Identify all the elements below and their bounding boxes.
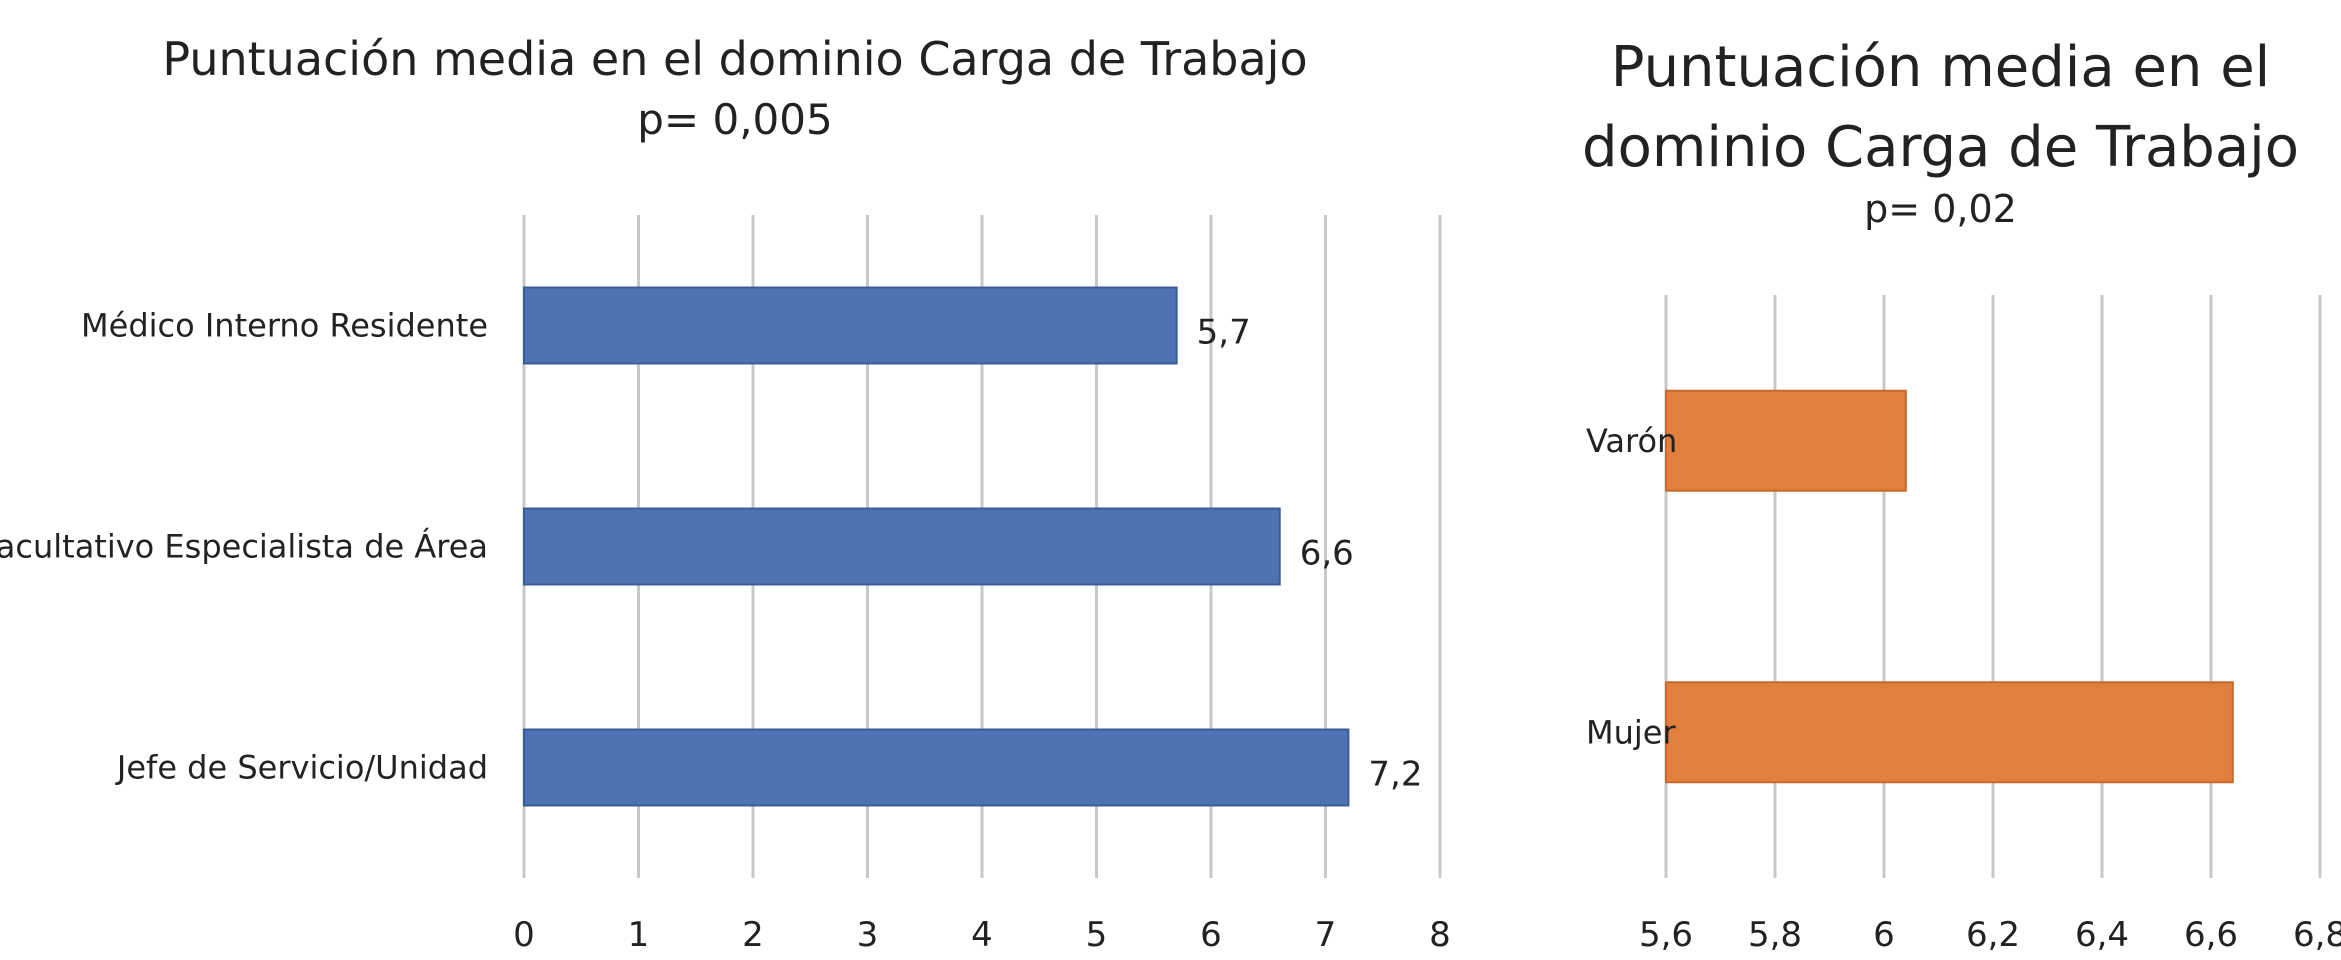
x-tick-label: 7	[1315, 915, 1337, 955]
x-tick-label: 0	[513, 915, 535, 955]
chart-title-line-2: dominio Carga de Trabajo	[1582, 115, 2299, 180]
data-label: 7,2	[1368, 755, 1422, 795]
bar	[1665, 389, 1907, 492]
x-tick-label: 6	[1200, 915, 1222, 955]
bar	[523, 728, 1350, 807]
category-label: Facultativo Especialista de Área	[0, 528, 488, 566]
bar-chart-left: 0 1 2 3 4 5 6 7 8 Médico Interno Residente 5,7 Facu…	[0, 215, 1451, 955]
x-tick-label: 6,4	[2075, 915, 2129, 955]
x-tick-label: 5,8	[1748, 915, 1802, 955]
x-tick-label: 6,2	[1966, 915, 2020, 955]
chart-title-line-1: Puntuación media en el	[1610, 35, 2271, 100]
x-tick-label: 6,8	[2293, 915, 2341, 955]
x-tick-label: 1	[628, 915, 650, 955]
data-label: 5,7	[1197, 313, 1251, 353]
bar	[523, 286, 1178, 365]
x-tick-label: 6,6	[2184, 915, 2238, 955]
bar-chart-right: 5,6 5,8 6 6,2 6,4 6,6 6,8 Varón Mujer	[1586, 295, 2341, 955]
chart-subtitle: p= 0,02	[1864, 187, 2017, 231]
chart-title: Puntuación media en el dominio Carga de …	[1540, 28, 2341, 188]
chart-subtitle: p= 0,005	[637, 95, 833, 144]
category-label: Varón	[1586, 422, 1677, 460]
chart-title: Puntuación media en el dominio Carga de …	[162, 32, 1308, 86]
bar	[523, 507, 1281, 586]
chart-panel-right: Puntuación media en el dominio Carga de …	[1540, 0, 2341, 960]
x-tick-label: 5,6	[1639, 915, 1693, 955]
chart-panel-left: Puntuación media en el dominio Carga de …	[0, 32, 1451, 955]
x-tick-label: 2	[742, 915, 764, 955]
x-tick-label: 6	[1873, 915, 1895, 955]
x-tick-label: 3	[857, 915, 879, 955]
x-tick-label: 4	[971, 915, 993, 955]
data-label: 6,6	[1300, 534, 1354, 574]
category-label: Médico Interno Residente	[81, 307, 488, 345]
bar	[1665, 681, 2234, 784]
category-label: Jefe de Servicio/Unidad	[115, 749, 488, 787]
x-tick-label: 5	[1086, 915, 1108, 955]
x-tick-label: 8	[1429, 915, 1451, 955]
category-label: Mujer	[1586, 713, 1676, 751]
